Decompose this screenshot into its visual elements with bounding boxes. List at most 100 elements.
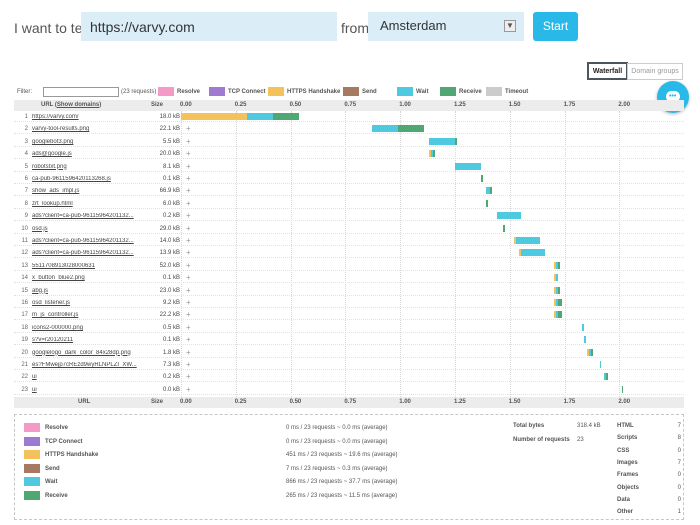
timing-bar-segment xyxy=(520,249,545,257)
filter-input[interactable] xyxy=(43,87,119,97)
expand-plus-icon[interactable]: + xyxy=(186,186,191,196)
request-row[interactable]: 14 x_button_blue2.png 0.1 kB + xyxy=(14,272,684,284)
request-row[interactable]: 5 robotstxt.png 8.1 kB + xyxy=(14,161,684,172)
summary-phase-swatch xyxy=(24,477,40,487)
summary-phase-row: Resolve 0 ms / 23 requests ~ 0.0 ms (aver… xyxy=(24,423,474,433)
content-type-label: Frames xyxy=(617,472,639,479)
content-type-label: Other xyxy=(617,509,634,516)
summary-phase-row: TCP Connect 0 ms / 23 requests ~ 0.0 ms (… xyxy=(24,436,474,447)
request-url-link[interactable]: osd.js xyxy=(32,225,48,232)
show-domains-link[interactable]: Show domains xyxy=(56,102,100,108)
expand-plus-icon[interactable]: + xyxy=(186,310,191,320)
waterfall-view-button[interactable]: Waterfall xyxy=(587,62,628,80)
expand-plus-icon[interactable]: + xyxy=(186,161,191,171)
request-url-link[interactable]: ads?client=ca-pub-96115964201132... xyxy=(32,213,134,220)
content-type-count: 7 xyxy=(677,423,681,429)
request-url-link[interactable]: robotstxt.png xyxy=(32,163,67,170)
num-requests-label: Number of requests xyxy=(513,437,570,443)
expand-plus-icon[interactable]: + xyxy=(186,347,191,357)
expand-plus-icon[interactable]: + xyxy=(186,322,191,332)
request-url-link[interactable]: s?v=r20120211 xyxy=(32,337,74,344)
expand-plus-icon[interactable]: + xyxy=(186,174,191,183)
request-row[interactable]: 2 varvy-tool-results.png 22.1 kB + xyxy=(14,123,684,135)
expand-plus-icon[interactable]: + xyxy=(186,223,191,233)
request-row[interactable]: 17 m_js_controller.js 22.2 kB + xyxy=(14,309,684,321)
request-row[interactable]: 20 googlelogo_dark_color_84x28dp.png 1.8 k… xyxy=(14,347,684,358)
request-url-link[interactable]: show_ads_impl.js xyxy=(32,188,80,195)
expand-plus-icon[interactable]: + xyxy=(186,260,191,270)
request-url-link[interactable]: 5511708913028000631 xyxy=(32,262,95,269)
timing-bar-segment xyxy=(485,199,488,207)
request-row[interactable]: 9 ads?client=ca-pub-96115964201132... 0.2 … xyxy=(14,210,684,222)
request-url-link[interactable]: ads@google.js xyxy=(32,151,72,158)
request-number: 17 xyxy=(21,312,28,319)
request-url-link[interactable]: ui xyxy=(32,386,37,393)
request-row[interactable]: 4 ads@google.js 20.0 kB + xyxy=(14,148,684,160)
request-url-link[interactable]: varvy-tool-results.png xyxy=(32,126,90,133)
request-url-link[interactable]: googlebot3.png xyxy=(32,138,74,145)
request-size: 29.0 kB xyxy=(159,225,180,232)
timeline-tick-label: 1.50 xyxy=(508,102,521,108)
request-row[interactable]: 18 icons2-000000.png 0.5 kB + xyxy=(14,322,684,333)
request-row[interactable]: 8 zrt_lookup.html 6.0 kB + xyxy=(14,198,684,209)
request-url-link[interactable]: icons2-000000.png xyxy=(32,324,84,331)
expand-plus-icon[interactable]: + xyxy=(186,236,191,245)
request-size: 22.2 kB xyxy=(159,312,180,319)
legend-label: Send xyxy=(362,89,377,95)
request-row[interactable]: 3 googlebot3.png 5.5 kB + xyxy=(14,136,684,147)
location-select[interactable]: Amsterdam ▼ xyxy=(368,12,524,41)
request-row[interactable]: 6 ca-pub-9611596420113268.js 0.1 kB + xyxy=(14,173,684,184)
timing-bar-segment xyxy=(604,373,607,381)
expand-plus-icon[interactable]: + xyxy=(186,198,191,208)
request-row[interactable]: 22 ui 0.2 kB + xyxy=(14,371,684,383)
timing-bar-segment xyxy=(553,299,556,306)
request-row[interactable]: 13 5511708913028000631 52.0 kB + xyxy=(14,260,684,271)
request-url-link[interactable]: ca-pub-9611596420113268.js xyxy=(32,176,111,182)
request-row[interactable]: 23 ui 0.0 kB + xyxy=(14,384,684,395)
timing-bar-segment xyxy=(455,162,482,170)
timing-bar-segment xyxy=(518,249,521,257)
request-url-link[interactable]: abg.js xyxy=(32,287,49,294)
expand-plus-icon[interactable]: + xyxy=(186,248,191,258)
expand-plus-icon[interactable]: + xyxy=(186,372,191,382)
request-url-link[interactable]: osd_listener.js xyxy=(32,300,71,306)
request-number: 5 xyxy=(24,163,28,170)
request-row[interactable]: 16 osd_listener.js 9.2 kB + xyxy=(14,297,684,308)
request-url-link[interactable]: es?FMwejp7cREzd9wyRLNPLZI_XW... xyxy=(32,362,137,368)
request-row[interactable]: 7 show_ads_impl.js 66.9 kB + xyxy=(14,185,684,197)
expand-plus-icon[interactable]: + xyxy=(186,211,191,221)
domain-groups-view-button[interactable]: Domain groups xyxy=(627,63,683,80)
summary-phase-swatch xyxy=(24,423,40,432)
request-url-link[interactable]: ads?client=ca-pub-96115964201132... xyxy=(32,250,134,257)
expand-plus-icon[interactable]: + xyxy=(186,335,191,345)
expand-plus-icon[interactable]: + xyxy=(186,136,191,146)
request-row[interactable]: 12 ads?client=ca-pub-96115964201132... 13.… xyxy=(14,247,684,259)
request-url-link[interactable]: zrt_lookup.html xyxy=(32,200,73,207)
expand-plus-icon[interactable]: + xyxy=(186,360,191,369)
request-row[interactable]: 11 ads?client=ca-pub-96115964201132... 14.… xyxy=(14,235,684,246)
url-input[interactable] xyxy=(81,12,337,41)
expand-plus-icon[interactable]: + xyxy=(186,298,191,307)
request-url-link[interactable]: ads?client=ca-pub-96115964201132... xyxy=(32,238,134,244)
legend-label: Receive xyxy=(459,89,482,95)
start-button[interactable]: Start xyxy=(533,12,578,41)
expand-plus-icon[interactable]: + xyxy=(186,124,191,134)
expand-plus-icon[interactable]: + xyxy=(186,285,191,295)
request-row[interactable]: 10 osd.js 29.0 kB + xyxy=(14,223,684,234)
request-url-link[interactable]: ui xyxy=(32,374,37,381)
timing-bar-segment xyxy=(455,137,458,145)
request-url-link[interactable]: googlelogo_dark_color_84x28dp.png xyxy=(32,349,131,356)
request-row[interactable]: 21 es?FMwejp7cREzd9wyRLNPLZI_XW... 7.3 kB + xyxy=(14,359,684,370)
timing-bar-segment xyxy=(398,125,425,133)
request-row[interactable]: 15 abg.js 23.0 kB + xyxy=(14,285,684,296)
request-number: 15 xyxy=(21,287,28,294)
expand-plus-icon[interactable]: + xyxy=(186,273,191,283)
expand-plus-icon[interactable]: + xyxy=(186,149,191,159)
request-url-link[interactable]: x_button_blue2.png xyxy=(32,275,85,282)
request-url-link[interactable]: https://varvy.com/ xyxy=(32,114,79,120)
expand-plus-icon[interactable]: + xyxy=(186,384,191,394)
request-url-link[interactable]: m_js_controller.js xyxy=(32,312,79,319)
request-row[interactable]: 19 s?v=r20120211 0.1 kB + xyxy=(14,334,684,346)
request-size: 6.0 kB xyxy=(162,200,180,207)
